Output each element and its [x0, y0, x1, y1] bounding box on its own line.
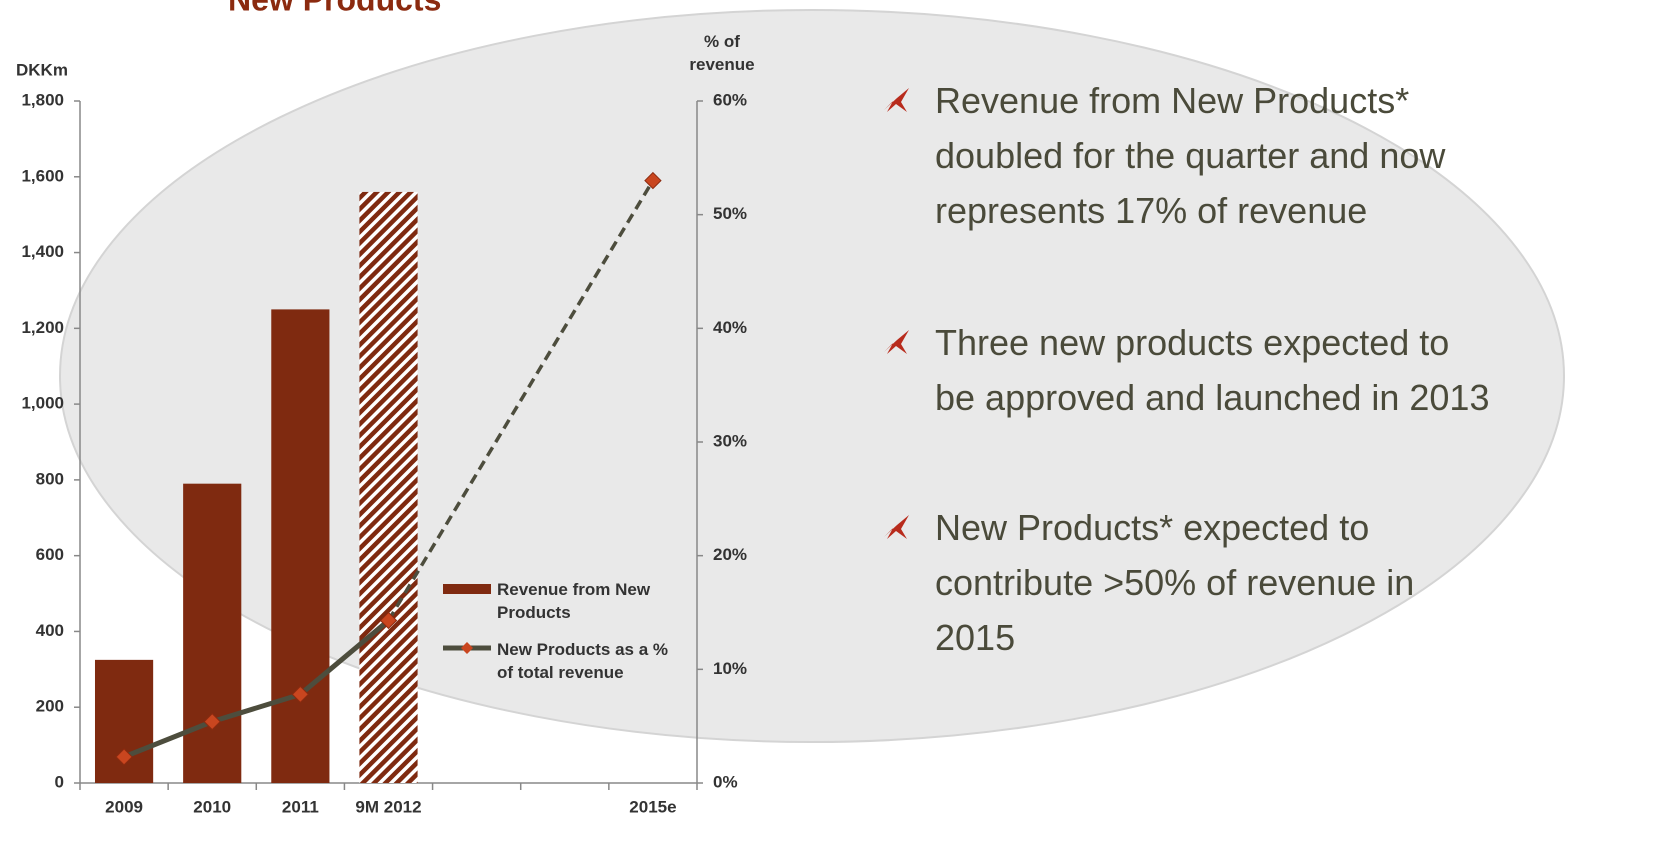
- line-projection: [387, 179, 655, 622]
- y-axis-label: DKKm: [16, 60, 68, 79]
- y-tick-label: 800: [36, 469, 64, 488]
- x-tick-label: 2015e: [629, 797, 676, 816]
- bullet-text: 2015: [935, 617, 1015, 658]
- line-marker: [291, 685, 310, 704]
- y-tick-label: 600: [36, 545, 64, 564]
- bar: [359, 191, 418, 783]
- y2-axis-label: % of revenue: [689, 32, 755, 74]
- legend-swatch: [443, 584, 491, 594]
- line-marker: [203, 712, 221, 731]
- y2-tick-label: 60%: [713, 90, 747, 109]
- bullet-text: Three new products expected to: [935, 322, 1449, 363]
- bullet-star: [884, 515, 909, 539]
- bullet-text: represents 17% of revenue: [935, 190, 1367, 231]
- bullet-text: doubled for the quarter and now: [935, 135, 1446, 176]
- y-tick-label: 0: [55, 772, 64, 791]
- x-tick-label: 2010: [193, 797, 231, 816]
- line-marker: [379, 611, 398, 630]
- page-title: New Products: [228, 0, 441, 17]
- x-tick-label: 2009: [105, 797, 143, 816]
- y2-tick-label: 10%: [713, 659, 747, 678]
- y2-tick-label: 30%: [713, 431, 747, 450]
- x-tick-label: 9M 2012: [355, 797, 421, 816]
- bullet-text: Revenue from New Products*: [935, 80, 1409, 121]
- line-marker: [644, 171, 662, 190]
- bar: [271, 309, 330, 783]
- y-tick-label: 1,000: [21, 394, 64, 413]
- bar: [183, 483, 242, 783]
- y2-tick-label: 40%: [713, 318, 747, 337]
- line-marker: [115, 748, 133, 766]
- y-tick-label: 1,400: [21, 242, 64, 261]
- bullet-star: [884, 88, 909, 112]
- y2-tick-label: 50%: [713, 204, 747, 223]
- legend-swatch: [461, 642, 473, 654]
- y2-tick-label: 0%: [713, 772, 738, 791]
- y-tick-label: 1,600: [21, 166, 64, 185]
- bullet-text: be approved and launched in 2013: [935, 377, 1489, 418]
- y-tick-label: 1,800: [21, 90, 64, 109]
- y-tick-label: 1,200: [21, 318, 64, 337]
- bullet-star: [884, 330, 909, 354]
- y-tick-label: 200: [36, 697, 64, 716]
- x-tick-label: 2011: [282, 797, 319, 816]
- legend-label: New Products as a % of total revenue: [497, 640, 669, 682]
- y2-tick-label: 20%: [713, 545, 747, 564]
- line: [123, 618, 391, 760]
- y-tick-label: 400: [36, 621, 64, 640]
- legend-label: Revenue from New Products: [497, 580, 651, 622]
- bullet-text: contribute >50% of revenue in: [935, 562, 1414, 603]
- bullet-text: New Products* expected to: [935, 507, 1369, 548]
- globe-background: [59, 9, 1565, 743]
